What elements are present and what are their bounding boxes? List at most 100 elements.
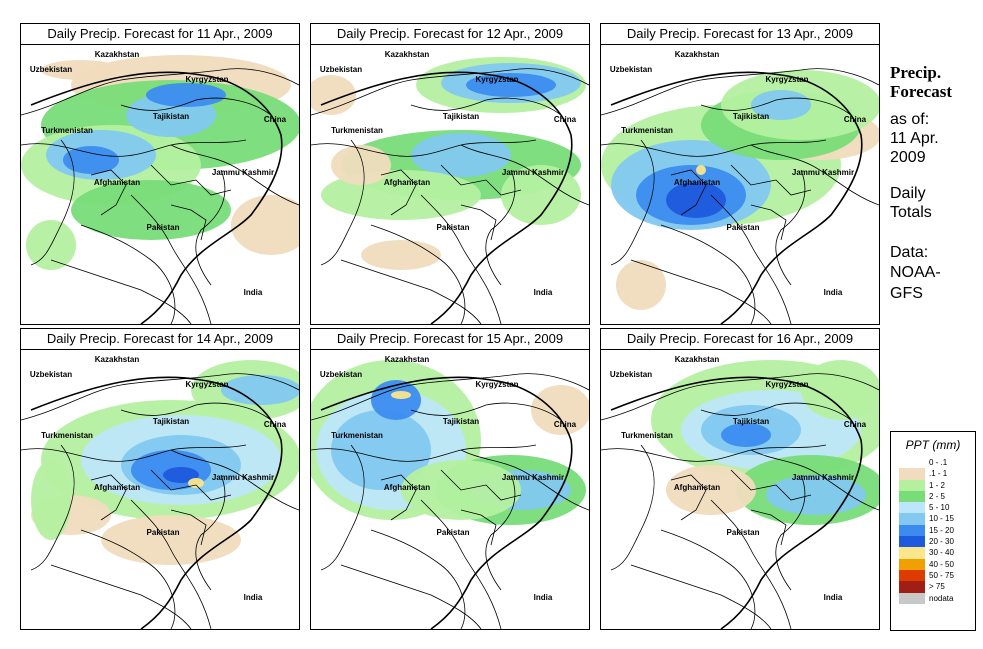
precip-area	[71, 180, 231, 240]
border-line	[440, 164, 522, 196]
legend-item: 15 - 20	[891, 524, 975, 537]
panel-title: Daily Precip. Forecast for 11 Apr., 2009	[21, 24, 299, 45]
legend-item: nodata	[891, 592, 975, 604]
totals-line1: Daily	[890, 185, 926, 202]
border-line	[90, 169, 127, 216]
border-line	[460, 144, 589, 206]
country-label-china: China	[844, 420, 867, 429]
legend-swatch	[899, 468, 925, 480]
border-line	[610, 444, 655, 571]
border-line	[610, 139, 655, 266]
legend-item: 0 - .1	[891, 457, 975, 469]
country-label-china: China	[554, 115, 577, 124]
border-line	[700, 402, 852, 421]
precip-area	[331, 410, 431, 490]
border-line	[30, 139, 75, 266]
country-label-india: India	[824, 288, 843, 297]
border-line	[750, 204, 787, 241]
legend-label: 5 - 10	[929, 503, 950, 513]
region-outline	[610, 376, 863, 629]
precip-area	[616, 260, 666, 310]
legend-item: 30 - 40	[891, 547, 975, 559]
border-line	[340, 564, 482, 629]
border-line	[601, 373, 879, 421]
panel-title: Daily Precip. Forecast for 16 Apr., 2009	[601, 329, 879, 350]
country-label-china: China	[264, 115, 287, 124]
country-label-tajikistan: Tajikistan	[733, 112, 769, 121]
country-label-turkmenistan: Turkmenistan	[331, 431, 383, 440]
border-line	[775, 169, 806, 286]
border-line	[80, 224, 176, 324]
country-label-turkmenistan: Turkmenistan	[41, 431, 93, 440]
legend-swatch	[899, 502, 925, 514]
country-label-pakistan: Pakistan	[147, 528, 180, 537]
precip-area	[501, 165, 581, 225]
country-label-uzbekistan: Uzbekistan	[320, 65, 362, 74]
border-line	[195, 474, 226, 591]
country-label-tajikistan: Tajikistan	[443, 417, 479, 426]
border-line	[420, 499, 502, 629]
precip-area	[666, 182, 726, 218]
country-label-jammu-kashmir: Jammu Kashmir	[212, 168, 274, 177]
legend-swatch	[899, 536, 925, 548]
legend-label: 15 - 20	[929, 525, 954, 535]
precip-area	[41, 60, 121, 80]
country-label-afghanistan: Afghanistan	[94, 483, 140, 492]
country-label-afghanistan: Afghanistan	[674, 483, 720, 492]
border-line	[170, 144, 299, 206]
legend-item: 2 - 5	[891, 490, 975, 503]
legend-swatch	[899, 490, 925, 503]
legend-label: 30 - 40	[929, 548, 954, 558]
border-line	[485, 474, 516, 591]
precip-map: Kazakhstan Uzbekistan Kyrgyzstan Tajikistan…	[311, 350, 589, 629]
border-line	[30, 444, 75, 571]
precip-area	[361, 240, 441, 270]
precip-area	[531, 385, 589, 435]
precip-area	[391, 391, 411, 399]
border-line	[150, 164, 232, 196]
country-label-kazakhstan: Kazakhstan	[95, 50, 140, 59]
border-line	[150, 469, 232, 501]
precip-area	[751, 90, 811, 120]
country-label-jammu-kashmir: Jammu Kashmir	[502, 473, 564, 482]
border-line	[21, 68, 299, 116]
border-line	[90, 474, 127, 521]
country-label-india: India	[244, 593, 263, 602]
border-line	[320, 444, 365, 571]
country-label-pakistan: Pakistan	[727, 528, 760, 537]
border-line	[460, 509, 497, 546]
country-label-kyrgyzstan: Kyrgyzstan	[185, 380, 228, 389]
precip-area	[371, 380, 421, 420]
border-line	[601, 139, 827, 157]
border-line	[195, 169, 226, 286]
country-label-uzbekistan: Uzbekistan	[30, 65, 72, 74]
country-label-kyrgyzstan: Kyrgyzstan	[475, 75, 518, 84]
panel-title: Daily Precip. Forecast for 15 Apr., 2009	[311, 329, 589, 350]
panel-title: Daily Precip. Forecast for 13 Apr., 2009	[601, 24, 879, 45]
legend-label: 20 - 30	[929, 537, 954, 547]
border-line	[50, 259, 192, 324]
legend-swatch	[899, 569, 925, 582]
border-line	[601, 68, 879, 116]
border-line	[130, 194, 212, 324]
country-label-afghanistan: Afghanistan	[94, 178, 140, 187]
border-line	[630, 564, 772, 629]
precip-area	[721, 423, 771, 447]
legend-swatch	[899, 457, 925, 469]
border-line	[120, 97, 272, 116]
border-line	[21, 139, 247, 157]
border-line	[380, 474, 417, 521]
forecast-panel: Daily Precip. Forecast for 13 Apr., 2009…	[600, 23, 880, 325]
data-source-line3: GFS	[890, 285, 923, 302]
legend-item: 10 - 15	[891, 513, 975, 525]
border-line	[730, 164, 812, 196]
border-line	[601, 444, 827, 462]
border-line	[320, 139, 365, 266]
precip-map: Kazakhstan Uzbekistan Kyrgyzstan Tajikistan…	[601, 45, 879, 324]
border-line	[380, 169, 417, 216]
border-line	[21, 444, 247, 462]
legend-swatch	[899, 513, 925, 525]
legend-label: > 75	[929, 582, 945, 592]
country-label-uzbekistan: Uzbekistan	[30, 370, 72, 379]
